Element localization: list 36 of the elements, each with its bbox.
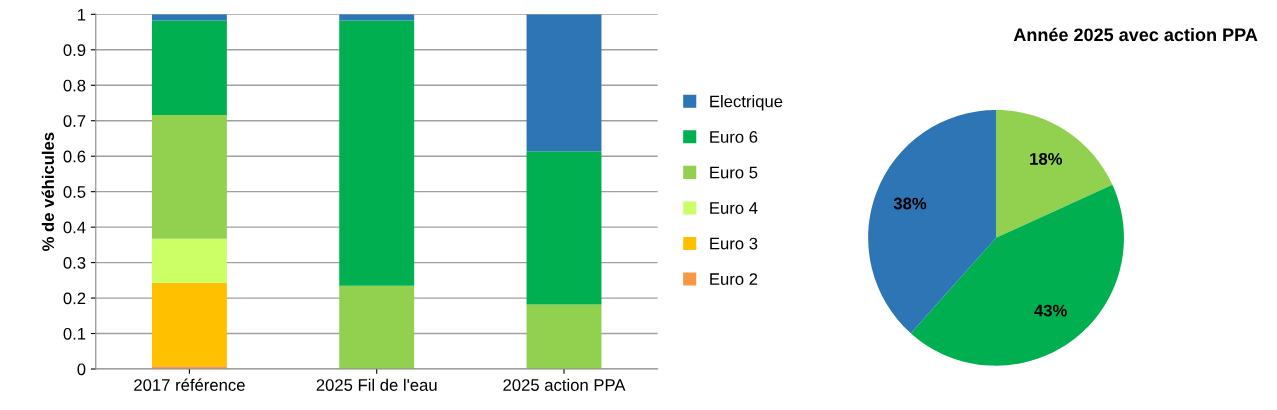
bar xyxy=(339,285,415,369)
bar xyxy=(151,115,227,239)
y-tick-label: 0.5 xyxy=(63,186,86,198)
bar xyxy=(151,238,227,283)
x-tick-label: 2025 action PPA xyxy=(503,378,626,391)
legend-label: Euro 5 xyxy=(710,166,758,179)
legend-label: Electrique xyxy=(710,95,783,111)
data-label: 18% xyxy=(1030,152,1063,165)
x-tick-label: 2017 référence xyxy=(134,378,245,391)
y-axis-title: % de véhicules xyxy=(41,132,55,252)
y-tick-label: 0.1 xyxy=(63,327,86,340)
x-tick-label: 2025 Fil de l'eau xyxy=(316,378,437,391)
data-label: 43% xyxy=(1034,304,1067,317)
chart-title: Année 2025 avec action PPA xyxy=(1013,27,1258,42)
bar xyxy=(339,20,415,286)
y-tick-label: 0.7 xyxy=(63,115,86,127)
bar xyxy=(151,282,227,367)
legend-label: Euro 2 xyxy=(710,273,758,285)
y-tick-label: 0.8 xyxy=(63,79,86,92)
legend-label: Euro 6 xyxy=(710,131,758,143)
y-tick-label: 0.9 xyxy=(63,44,86,57)
bar xyxy=(526,151,602,305)
y-tick-label: 1 xyxy=(78,8,86,21)
y-tick-label: 0 xyxy=(77,363,86,376)
pie-slice xyxy=(868,109,997,334)
data-label: 38% xyxy=(893,197,927,210)
legend-label: Euro 3 xyxy=(710,237,758,250)
pie-slice xyxy=(996,109,1113,238)
bar xyxy=(526,14,602,152)
y-tick-label: 0.2 xyxy=(63,292,86,305)
bar xyxy=(151,20,227,116)
y-tick-label: 0.3 xyxy=(63,257,86,269)
y-tick-label: 0.4 xyxy=(63,221,86,234)
legend-label: Euro 4 xyxy=(710,202,758,214)
y-tick-label: 0.6 xyxy=(63,150,86,163)
bar xyxy=(526,304,602,369)
